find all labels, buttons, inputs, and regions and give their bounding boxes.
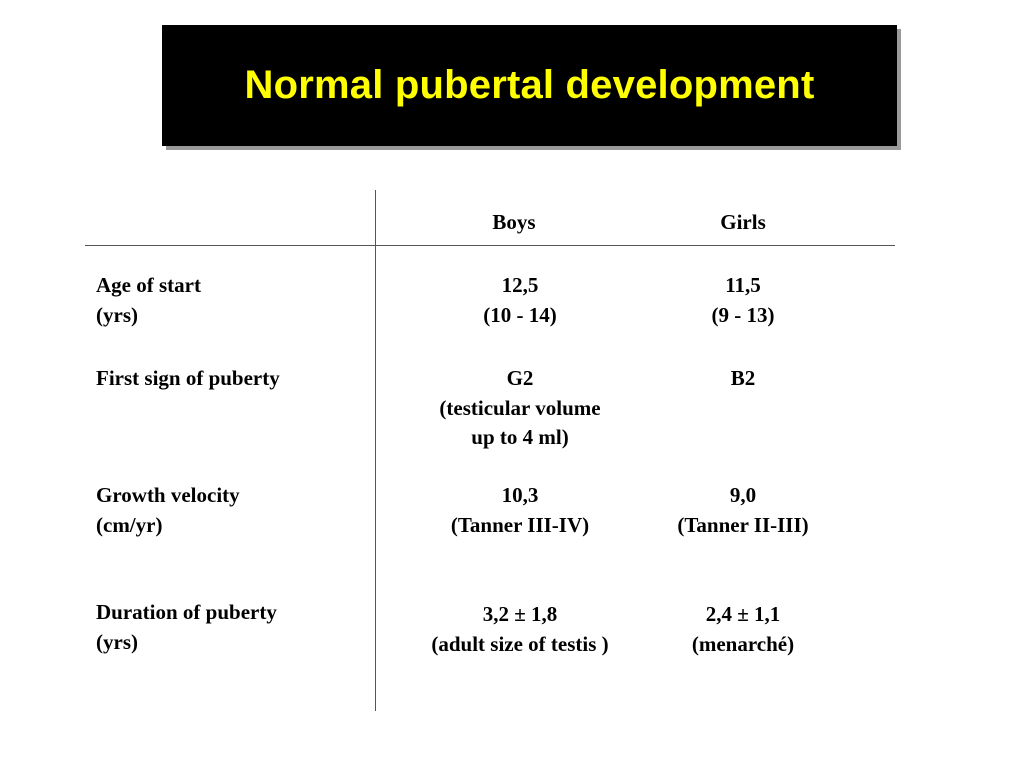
row-first-sign-boys-note1: (testicular volume <box>439 395 601 420</box>
row-growth-label: Growth velocity (cm/yr) <box>96 481 240 540</box>
row-first-sign-boys-note2: up to 4 ml) <box>471 425 569 449</box>
header-girls-label: Girls <box>720 210 766 234</box>
slide-title: Normal pubertal development <box>244 63 815 107</box>
row-growth-label-line2: (cm/yr) <box>96 512 163 537</box>
row-duration-girls-note: (menarché) <box>691 631 795 656</box>
table-header-divider <box>85 245 895 246</box>
row-duration-boys-note: (adult size of testis ) <box>431 631 609 656</box>
row-duration-boys-value: 3,2 ± 1,8 <box>482 602 558 626</box>
row-first-sign-label: First sign of puberty <box>96 364 280 394</box>
row-age-label-line1: Age of start <box>96 273 201 297</box>
row-age-boys-range: (10 - 14) <box>483 302 557 327</box>
row-growth-girls-stage: (Tanner II-III) <box>677 512 809 537</box>
row-age-label: Age of start (yrs) <box>96 271 201 330</box>
row-age-boys-value: 12,5 <box>501 273 539 297</box>
title-banner: Normal pubertal development <box>162 25 897 146</box>
row-first-sign-girls-value: B2 <box>730 366 756 390</box>
row-growth-boys: 10,3 (Tanner III-IV) <box>400 481 640 540</box>
row-duration-label-line1: Duration of puberty <box>96 600 277 624</box>
row-growth-girls: 9,0 (Tanner II-III) <box>640 481 846 540</box>
row-first-sign-girls: B2 <box>640 364 846 394</box>
row-age-label-line2: (yrs) <box>96 302 138 327</box>
row-age-girls-range: (9 - 13) <box>711 302 775 327</box>
header-girls: Girls <box>640 208 846 238</box>
row-growth-boys-stage: (Tanner III-IV) <box>450 512 590 537</box>
row-first-sign-label-line1: First sign of puberty <box>96 366 280 390</box>
row-duration-label-line2: (yrs) <box>96 629 138 654</box>
row-duration-boys: 3,2 ± 1,8 (adult size of testis ) <box>400 600 640 659</box>
row-growth-boys-value: 10,3 <box>501 483 539 507</box>
table-vertical-divider <box>375 190 376 711</box>
header-boys: Boys <box>400 208 640 238</box>
header-boys-label: Boys <box>492 210 536 234</box>
row-duration-girls: 2,4 ± 1,1 (menarché) <box>640 600 846 659</box>
row-growth-girls-value: 9,0 <box>729 483 757 507</box>
row-first-sign-boys-value: G2 <box>506 366 534 390</box>
row-growth-label-line1: Growth velocity <box>96 483 240 507</box>
row-first-sign-boys: G2 (testicular volume up to 4 ml) <box>400 364 640 453</box>
row-duration-girls-value: 2,4 ± 1,1 <box>705 602 781 626</box>
row-duration-label: Duration of puberty (yrs) <box>96 598 277 657</box>
row-age-girls-value: 11,5 <box>725 273 761 297</box>
row-age-girls: 11,5 (9 - 13) <box>640 271 846 330</box>
row-age-boys: 12,5 (10 - 14) <box>400 271 640 330</box>
